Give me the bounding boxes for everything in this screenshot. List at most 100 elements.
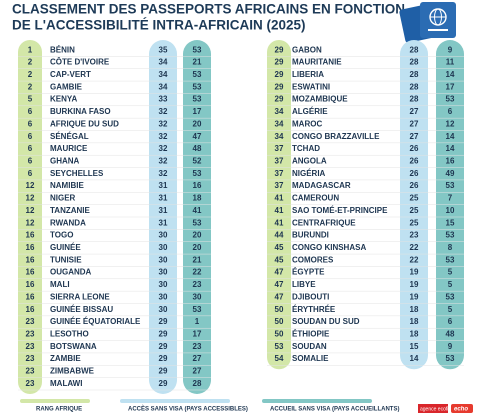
country: SEYCHELLES — [50, 169, 104, 178]
rank: 6 — [28, 107, 33, 116]
rank: 12 — [26, 206, 35, 215]
rank: 29 — [275, 70, 284, 79]
access-count: 27 — [410, 107, 419, 116]
country: MALI — [50, 280, 70, 289]
welcome-count: 17 — [193, 107, 202, 116]
welcome-count: 53 — [446, 181, 455, 190]
welcome-count: 53 — [446, 292, 455, 301]
welcome-count: 14 — [446, 144, 455, 153]
country: GUINÉE ÉQUATORIALE — [50, 317, 141, 326]
rank: 34 — [275, 119, 284, 128]
welcome-count: 17 — [446, 82, 455, 91]
rank: 45 — [275, 255, 284, 264]
country: SOUDAN — [292, 342, 327, 351]
country: NIGER — [50, 194, 76, 203]
country: LESOTHO — [50, 330, 89, 339]
rank: 16 — [26, 243, 35, 252]
rank: 37 — [275, 157, 284, 166]
welcome-count: 5 — [448, 280, 453, 289]
welcome-count: 23 — [193, 342, 202, 351]
rank: 16 — [26, 305, 35, 314]
country: GHANA — [50, 157, 80, 166]
rank: 23 — [26, 367, 35, 376]
welcome-count: 5 — [448, 268, 453, 277]
access-count: 22 — [410, 243, 419, 252]
access-count: 18 — [410, 305, 419, 314]
logo-box — [451, 404, 473, 413]
welcome-count: 9 — [448, 342, 453, 351]
rank: 50 — [275, 317, 284, 326]
access-count: 29 — [159, 342, 168, 351]
rank: 44 — [275, 231, 284, 240]
country: ANGOLA — [292, 157, 327, 166]
country: ZIMBABWE — [50, 367, 95, 376]
welcome-count: 16 — [193, 181, 202, 190]
country: SÉNÉGAL — [50, 132, 89, 141]
welcome-count: 53 — [193, 169, 202, 178]
welcome-count: 20 — [193, 119, 202, 128]
country: ÉRYTHRÉE — [292, 305, 336, 314]
access-count: 25 — [410, 206, 419, 215]
country: ÉGYPTE — [292, 268, 325, 277]
rank: 16 — [26, 292, 35, 301]
access-count: 32 — [159, 132, 168, 141]
country: SOMALIE — [292, 354, 329, 363]
rank: 29 — [275, 45, 284, 54]
welcome-count: 16 — [446, 157, 455, 166]
rank: 37 — [275, 169, 284, 178]
country: ESWATINI — [292, 82, 330, 91]
access-count: 22 — [410, 255, 419, 264]
rank: 2 — [28, 58, 33, 67]
access-count: 18 — [410, 317, 419, 326]
welcome-count: 14 — [446, 132, 455, 141]
access-count: 32 — [159, 107, 168, 116]
welcome-count: 53 — [446, 231, 455, 240]
rank: 50 — [275, 330, 284, 339]
welcome-count: 10 — [446, 206, 455, 215]
access-count: 33 — [159, 95, 168, 104]
rank: 37 — [275, 181, 284, 190]
welcome-count: 12 — [446, 119, 455, 128]
country: OUGANDA — [50, 268, 92, 277]
access-count: 30 — [159, 280, 168, 289]
welcome-count: 20 — [193, 231, 202, 240]
country: CÔTE D'IVOIRE — [50, 58, 110, 67]
country: MAURITANIE — [292, 58, 342, 67]
country: NIGÉRIA — [292, 169, 326, 178]
access-count: 30 — [159, 292, 168, 301]
country: ZAMBIE — [50, 354, 81, 363]
country: ALGÉRIE — [292, 107, 328, 116]
welcome-count: 23 — [193, 280, 202, 289]
title-line: CLASSEMENT DES PASSEPORTS AFRICAINS EN F… — [12, 2, 405, 17]
access-count: 30 — [159, 268, 168, 277]
access-count: 29 — [159, 354, 168, 363]
legend-swatch — [20, 399, 90, 403]
rank: 29 — [275, 95, 284, 104]
access-count: 29 — [159, 330, 168, 339]
rank: 23 — [26, 379, 35, 388]
access-count: 25 — [410, 194, 419, 203]
rank: 47 — [275, 280, 284, 289]
welcome-count: 52 — [193, 157, 202, 166]
rank: 12 — [26, 194, 35, 203]
country: LIBYE — [292, 280, 316, 289]
welcome-count: 11 — [446, 58, 455, 67]
rank: 1 — [28, 45, 33, 54]
rank: 37 — [275, 144, 284, 153]
access-count: 19 — [410, 280, 419, 289]
welcome-count: 6 — [448, 317, 453, 326]
welcome-count: 53 — [193, 305, 202, 314]
welcome-count: 20 — [193, 243, 202, 252]
access-count: 32 — [159, 157, 168, 166]
access-count: 26 — [410, 157, 419, 166]
logo-box — [418, 404, 448, 413]
access-count: 32 — [159, 144, 168, 153]
access-count: 28 — [410, 95, 419, 104]
rank: 6 — [28, 157, 33, 166]
logo: echo — [454, 407, 468, 413]
country: ÉTHIOPIE — [292, 330, 330, 339]
welcome-count: 18 — [193, 194, 202, 203]
country: MAURICE — [50, 144, 88, 153]
welcome-count: 53 — [446, 255, 455, 264]
